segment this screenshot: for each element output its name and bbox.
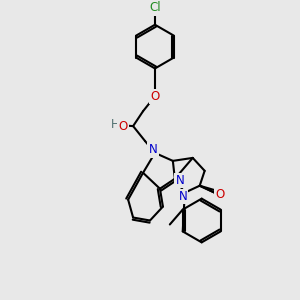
Text: Cl: Cl (149, 1, 161, 14)
Text: O: O (150, 90, 160, 103)
Text: O: O (118, 120, 128, 133)
Text: N: N (176, 174, 184, 187)
Text: H: H (111, 118, 120, 130)
Text: O: O (215, 188, 224, 201)
Text: N: N (148, 143, 158, 156)
Text: N: N (178, 190, 187, 203)
